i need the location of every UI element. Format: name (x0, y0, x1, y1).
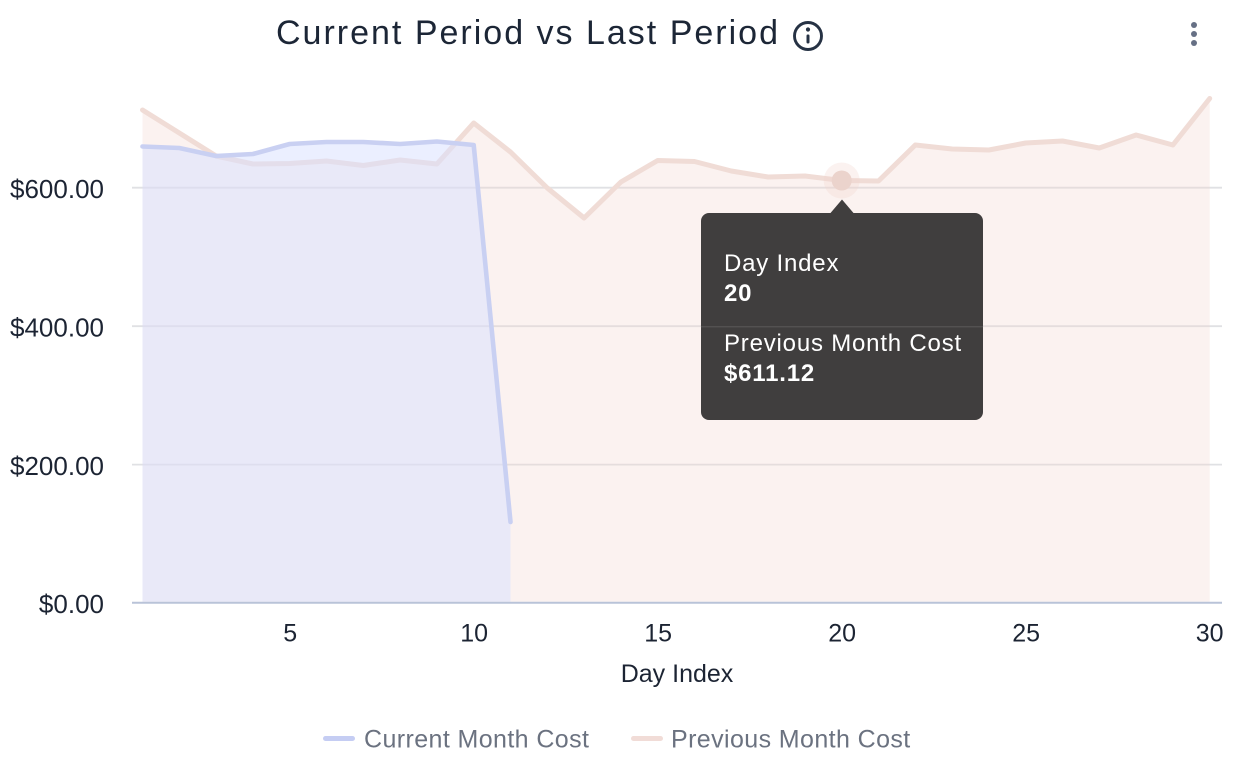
svg-text:Current Month Cost: Current Month Cost (364, 726, 589, 754)
svg-text:20: 20 (828, 620, 856, 648)
svg-text:$0.00: $0.00 (39, 589, 104, 619)
svg-text:30: 30 (1196, 620, 1224, 648)
svg-text:Previous Month Cost: Previous Month Cost (671, 726, 911, 754)
svg-text:$600.00: $600.00 (10, 174, 104, 204)
svg-text:25: 25 (1012, 620, 1040, 648)
svg-text:$400.00: $400.00 (10, 313, 104, 343)
svg-text:5: 5 (283, 620, 297, 648)
svg-text:10: 10 (460, 620, 488, 648)
svg-text:15: 15 (644, 620, 672, 648)
svg-text:$200.00: $200.00 (10, 451, 104, 481)
svg-text:Day Index: Day Index (621, 660, 734, 688)
